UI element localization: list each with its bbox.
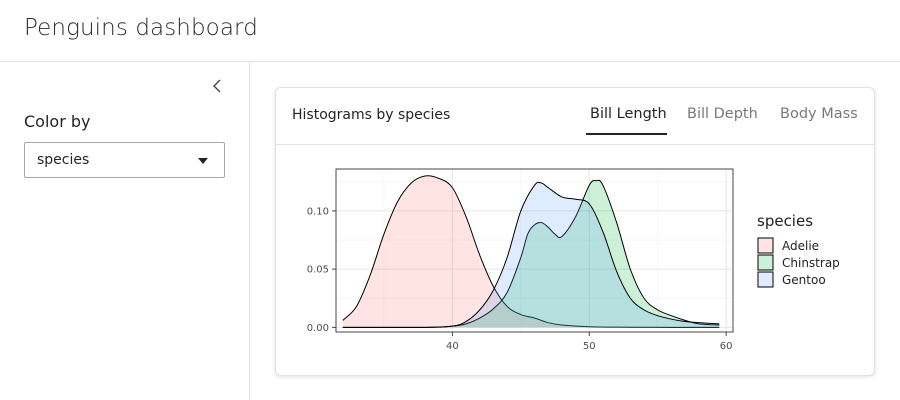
legend-label-gentoo: Gentoo [782, 273, 826, 287]
tab-bill-depth[interactable]: Bill Depth [687, 106, 758, 122]
color-by-select-value: species [37, 152, 90, 168]
legend-title: species [757, 212, 813, 230]
caret-down-icon [198, 158, 208, 164]
legend: species Adelie Chinstrap Gentoo [757, 212, 840, 288]
tab-body-mass[interactable]: Body Mass [780, 106, 858, 122]
density-chart: 40 50 60 0.00 0.05 0.10 species Adelie Chinstra… [307, 168, 840, 352]
plot-panel [336, 169, 733, 332]
color-by-label: Color by [24, 112, 91, 131]
density-line-adelie [342, 175, 720, 328]
active-tab-indicator [586, 133, 667, 135]
axes: 40 50 60 0.00 0.05 0.10 [307, 206, 733, 352]
y-tick-label: 0.10 [307, 206, 329, 217]
legend-key-gentoo [757, 271, 774, 288]
legend-label-adelie: Adelie [782, 239, 819, 253]
x-tick-label: 60 [720, 341, 733, 352]
tab-bill-length[interactable]: Bill Length [590, 106, 667, 122]
histogram-card: Histograms by species Bill Length Bill D… [275, 87, 875, 376]
color-by-select[interactable]: species [24, 142, 225, 178]
sidebar-collapse-button[interactable] [208, 76, 228, 96]
card-header: Histograms by species Bill Length Bill D… [276, 88, 874, 145]
density-line-gentoo [342, 181, 720, 328]
y-tick-label: 0.00 [307, 323, 329, 334]
legend-key-adelie [757, 237, 774, 254]
density-area-adelie [342, 175, 720, 328]
app-header: Penguins dashboard [0, 0, 900, 62]
density-areas [342, 175, 720, 328]
density-area-gentoo [342, 182, 720, 328]
legend-label-chinstrap: Chinstrap [782, 256, 840, 270]
legend-key-chinstrap [757, 254, 774, 271]
chevron-left-icon [213, 79, 221, 93]
card-title: Histograms by species [292, 107, 451, 123]
plot-border [335, 168, 734, 333]
x-tick-label: 50 [583, 341, 596, 352]
y-tick-label: 0.05 [307, 265, 329, 276]
app-title: Penguins dashboard [24, 15, 258, 41]
x-tick-label: 40 [446, 341, 459, 352]
density-line-chinstrap [342, 179, 720, 328]
sidebar: Color by species [0, 62, 250, 400]
